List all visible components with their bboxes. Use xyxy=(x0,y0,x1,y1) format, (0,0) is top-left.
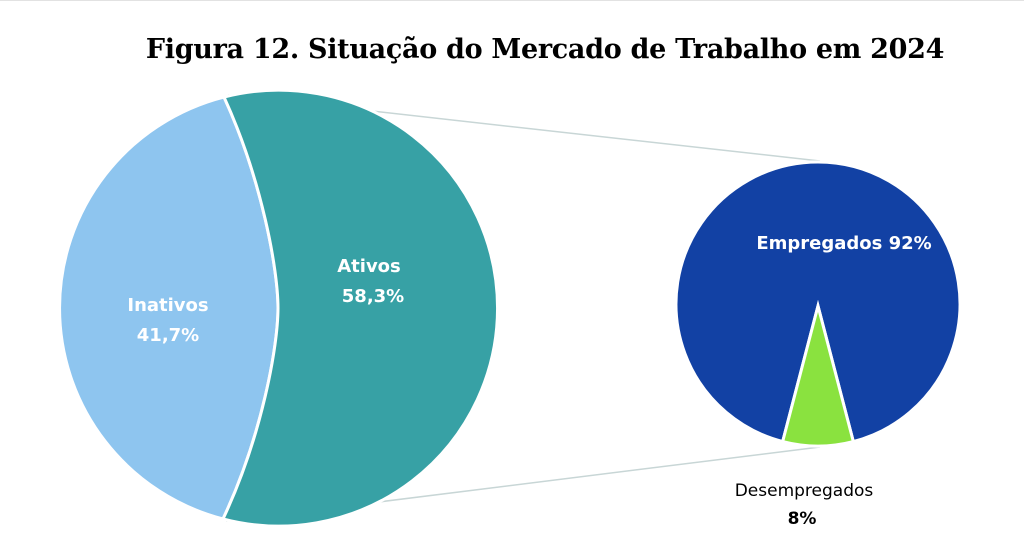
pie-slice-ativos xyxy=(220,88,499,528)
data-labels: Inativos 41,7% Ativos 58,3% Empregados 92% De… xyxy=(127,233,931,529)
label-inativos-name: Inativos xyxy=(127,295,208,316)
label-ativos-value: 58,3% xyxy=(342,286,404,307)
label-ativos-name: Ativos xyxy=(337,256,401,277)
secondary-pie xyxy=(674,160,962,448)
label-empregados: Empregados 92% xyxy=(756,233,931,254)
chart-title: Figura 12. Situação do Mercado de Trabal… xyxy=(145,34,945,65)
label-desempregados-name: Desempregados xyxy=(735,481,874,501)
pie-slice-desempregados xyxy=(780,300,856,448)
label-inativos-value: 41,7% xyxy=(137,325,199,346)
top-divider xyxy=(0,0,1024,1)
main-pie xyxy=(58,88,499,528)
label-desempregados-value: 8% xyxy=(788,509,817,529)
